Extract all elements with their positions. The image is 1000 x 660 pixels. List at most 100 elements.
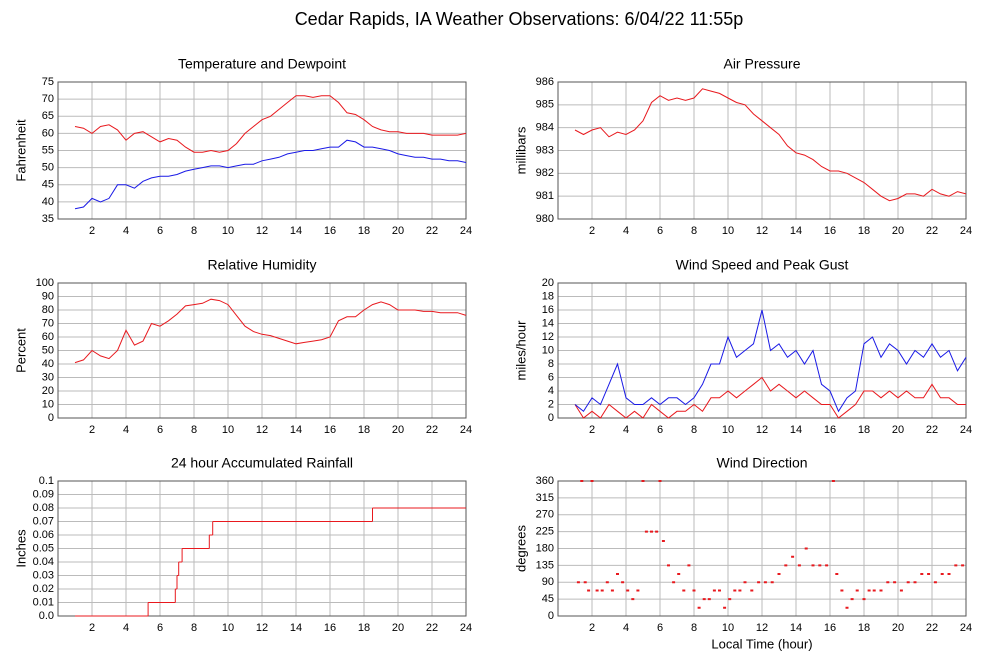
data-line bbox=[574, 376, 966, 419]
x-tick-label: 14 bbox=[790, 622, 802, 634]
data-point bbox=[605, 581, 609, 584]
chart-title: Relative Humidity bbox=[208, 257, 317, 273]
y-tick-label: 0.02 bbox=[33, 583, 54, 595]
y-tick-label: 80 bbox=[42, 304, 54, 316]
data-point bbox=[661, 540, 665, 542]
data-point bbox=[845, 606, 849, 609]
x-tick-label: 18 bbox=[358, 424, 370, 436]
x-tick-label: 24 bbox=[460, 424, 472, 436]
y-tick-label: 0.06 bbox=[33, 529, 54, 541]
x-tick-label: 22 bbox=[426, 622, 438, 634]
x-tick-label: 22 bbox=[426, 225, 438, 237]
y-tick-label: 18 bbox=[542, 290, 554, 302]
data-point bbox=[707, 598, 711, 601]
plot-frame bbox=[57, 480, 467, 617]
x-tick-label: 14 bbox=[290, 424, 302, 436]
x-tick-label: 10 bbox=[722, 225, 734, 237]
data-point bbox=[811, 564, 815, 567]
x-tick-label: 18 bbox=[858, 622, 870, 634]
x-tick-label: 16 bbox=[324, 225, 336, 237]
data-point bbox=[616, 573, 619, 575]
x-tick-label: 6 bbox=[657, 622, 663, 634]
data-point bbox=[961, 564, 965, 567]
y-tick-label: 270 bbox=[536, 509, 554, 521]
x-tick-label: 18 bbox=[358, 225, 370, 237]
y-tick-label: 45 bbox=[42, 179, 54, 191]
chart-title: 24 hour Accumulated Rainfall bbox=[171, 455, 353, 471]
data-point bbox=[750, 589, 754, 592]
y-tick-label: 0.0 bbox=[39, 610, 54, 622]
data-point bbox=[791, 555, 795, 558]
data-point bbox=[927, 573, 931, 575]
x-tick-label: 18 bbox=[358, 622, 370, 634]
x-tick-label: 4 bbox=[623, 225, 629, 237]
x-tick-label: 12 bbox=[256, 424, 268, 436]
data-point bbox=[712, 589, 716, 592]
x-tick-label: 22 bbox=[926, 622, 938, 634]
x-tick-label: 2 bbox=[89, 225, 95, 237]
data-point bbox=[867, 589, 871, 592]
x-tick-label: 22 bbox=[926, 225, 938, 237]
x-tick-label: 16 bbox=[324, 622, 336, 634]
data-point bbox=[954, 564, 958, 567]
y-tick-label: 20 bbox=[542, 277, 554, 289]
x-tick-label: 4 bbox=[623, 622, 629, 634]
y-tick-label: 0.08 bbox=[33, 502, 54, 514]
x-tick-label: 20 bbox=[892, 424, 904, 436]
y-tick-label: 45 bbox=[542, 593, 554, 605]
y-tick-label: 90 bbox=[542, 576, 554, 588]
data-point bbox=[862, 598, 866, 601]
chart-title: Wind Speed and Peak Gust bbox=[676, 257, 849, 273]
data-point bbox=[692, 589, 696, 592]
data-point bbox=[677, 573, 681, 575]
x-tick-label: 14 bbox=[290, 225, 302, 237]
y-tick-label: 986 bbox=[536, 76, 554, 88]
data-point bbox=[718, 589, 721, 592]
x-tick-label: 16 bbox=[824, 424, 836, 436]
y-tick-label: 135 bbox=[536, 559, 554, 571]
data-point bbox=[728, 598, 732, 601]
y-tick-label: 10 bbox=[42, 398, 54, 410]
data-point bbox=[933, 581, 937, 584]
plot-frame bbox=[57, 81, 467, 220]
x-tick-label: 2 bbox=[589, 225, 595, 237]
x-tick-label: 18 bbox=[858, 424, 870, 436]
x-tick-label: 8 bbox=[191, 424, 197, 436]
data-point bbox=[770, 581, 774, 584]
x-tick-label: 12 bbox=[756, 225, 768, 237]
y-tick-label: 0 bbox=[548, 412, 554, 424]
y-tick-label: 100 bbox=[36, 277, 54, 289]
y-tick-label: 50 bbox=[42, 344, 54, 356]
data-point bbox=[682, 589, 686, 592]
data-point bbox=[587, 589, 591, 592]
y-tick-label: 12 bbox=[542, 331, 554, 343]
y-tick-label: 0 bbox=[48, 412, 54, 424]
x-tick-label: 18 bbox=[858, 225, 870, 237]
x-tick-label: 8 bbox=[691, 622, 697, 634]
y-axis-label: Percent bbox=[13, 328, 28, 373]
chart-title: Wind Direction bbox=[716, 455, 807, 471]
x-tick-label: 6 bbox=[157, 225, 163, 237]
data-point bbox=[702, 598, 706, 601]
x-tick-label: 6 bbox=[157, 424, 163, 436]
y-tick-label: 180 bbox=[536, 542, 554, 554]
x-tick-label: 20 bbox=[892, 225, 904, 237]
data-point bbox=[631, 598, 635, 601]
x-tick-label: 8 bbox=[691, 424, 697, 436]
data-point bbox=[738, 589, 742, 592]
x-tick-label: 14 bbox=[790, 225, 802, 237]
x-tick-label: 4 bbox=[623, 424, 629, 436]
x-tick-label: 10 bbox=[722, 424, 734, 436]
y-tick-label: 6 bbox=[548, 371, 554, 383]
data-point bbox=[610, 589, 614, 592]
y-tick-label: 60 bbox=[42, 127, 54, 139]
y-tick-label: 980 bbox=[536, 213, 554, 225]
x-tick-label: 2 bbox=[589, 622, 595, 634]
x-tick-label: 6 bbox=[657, 225, 663, 237]
x-tick-label: 4 bbox=[123, 424, 129, 436]
x-tick-label: 6 bbox=[157, 622, 163, 634]
plot-frame bbox=[557, 81, 967, 220]
data-point bbox=[644, 530, 648, 533]
y-tick-label: 983 bbox=[536, 144, 554, 156]
data-point bbox=[641, 480, 645, 482]
